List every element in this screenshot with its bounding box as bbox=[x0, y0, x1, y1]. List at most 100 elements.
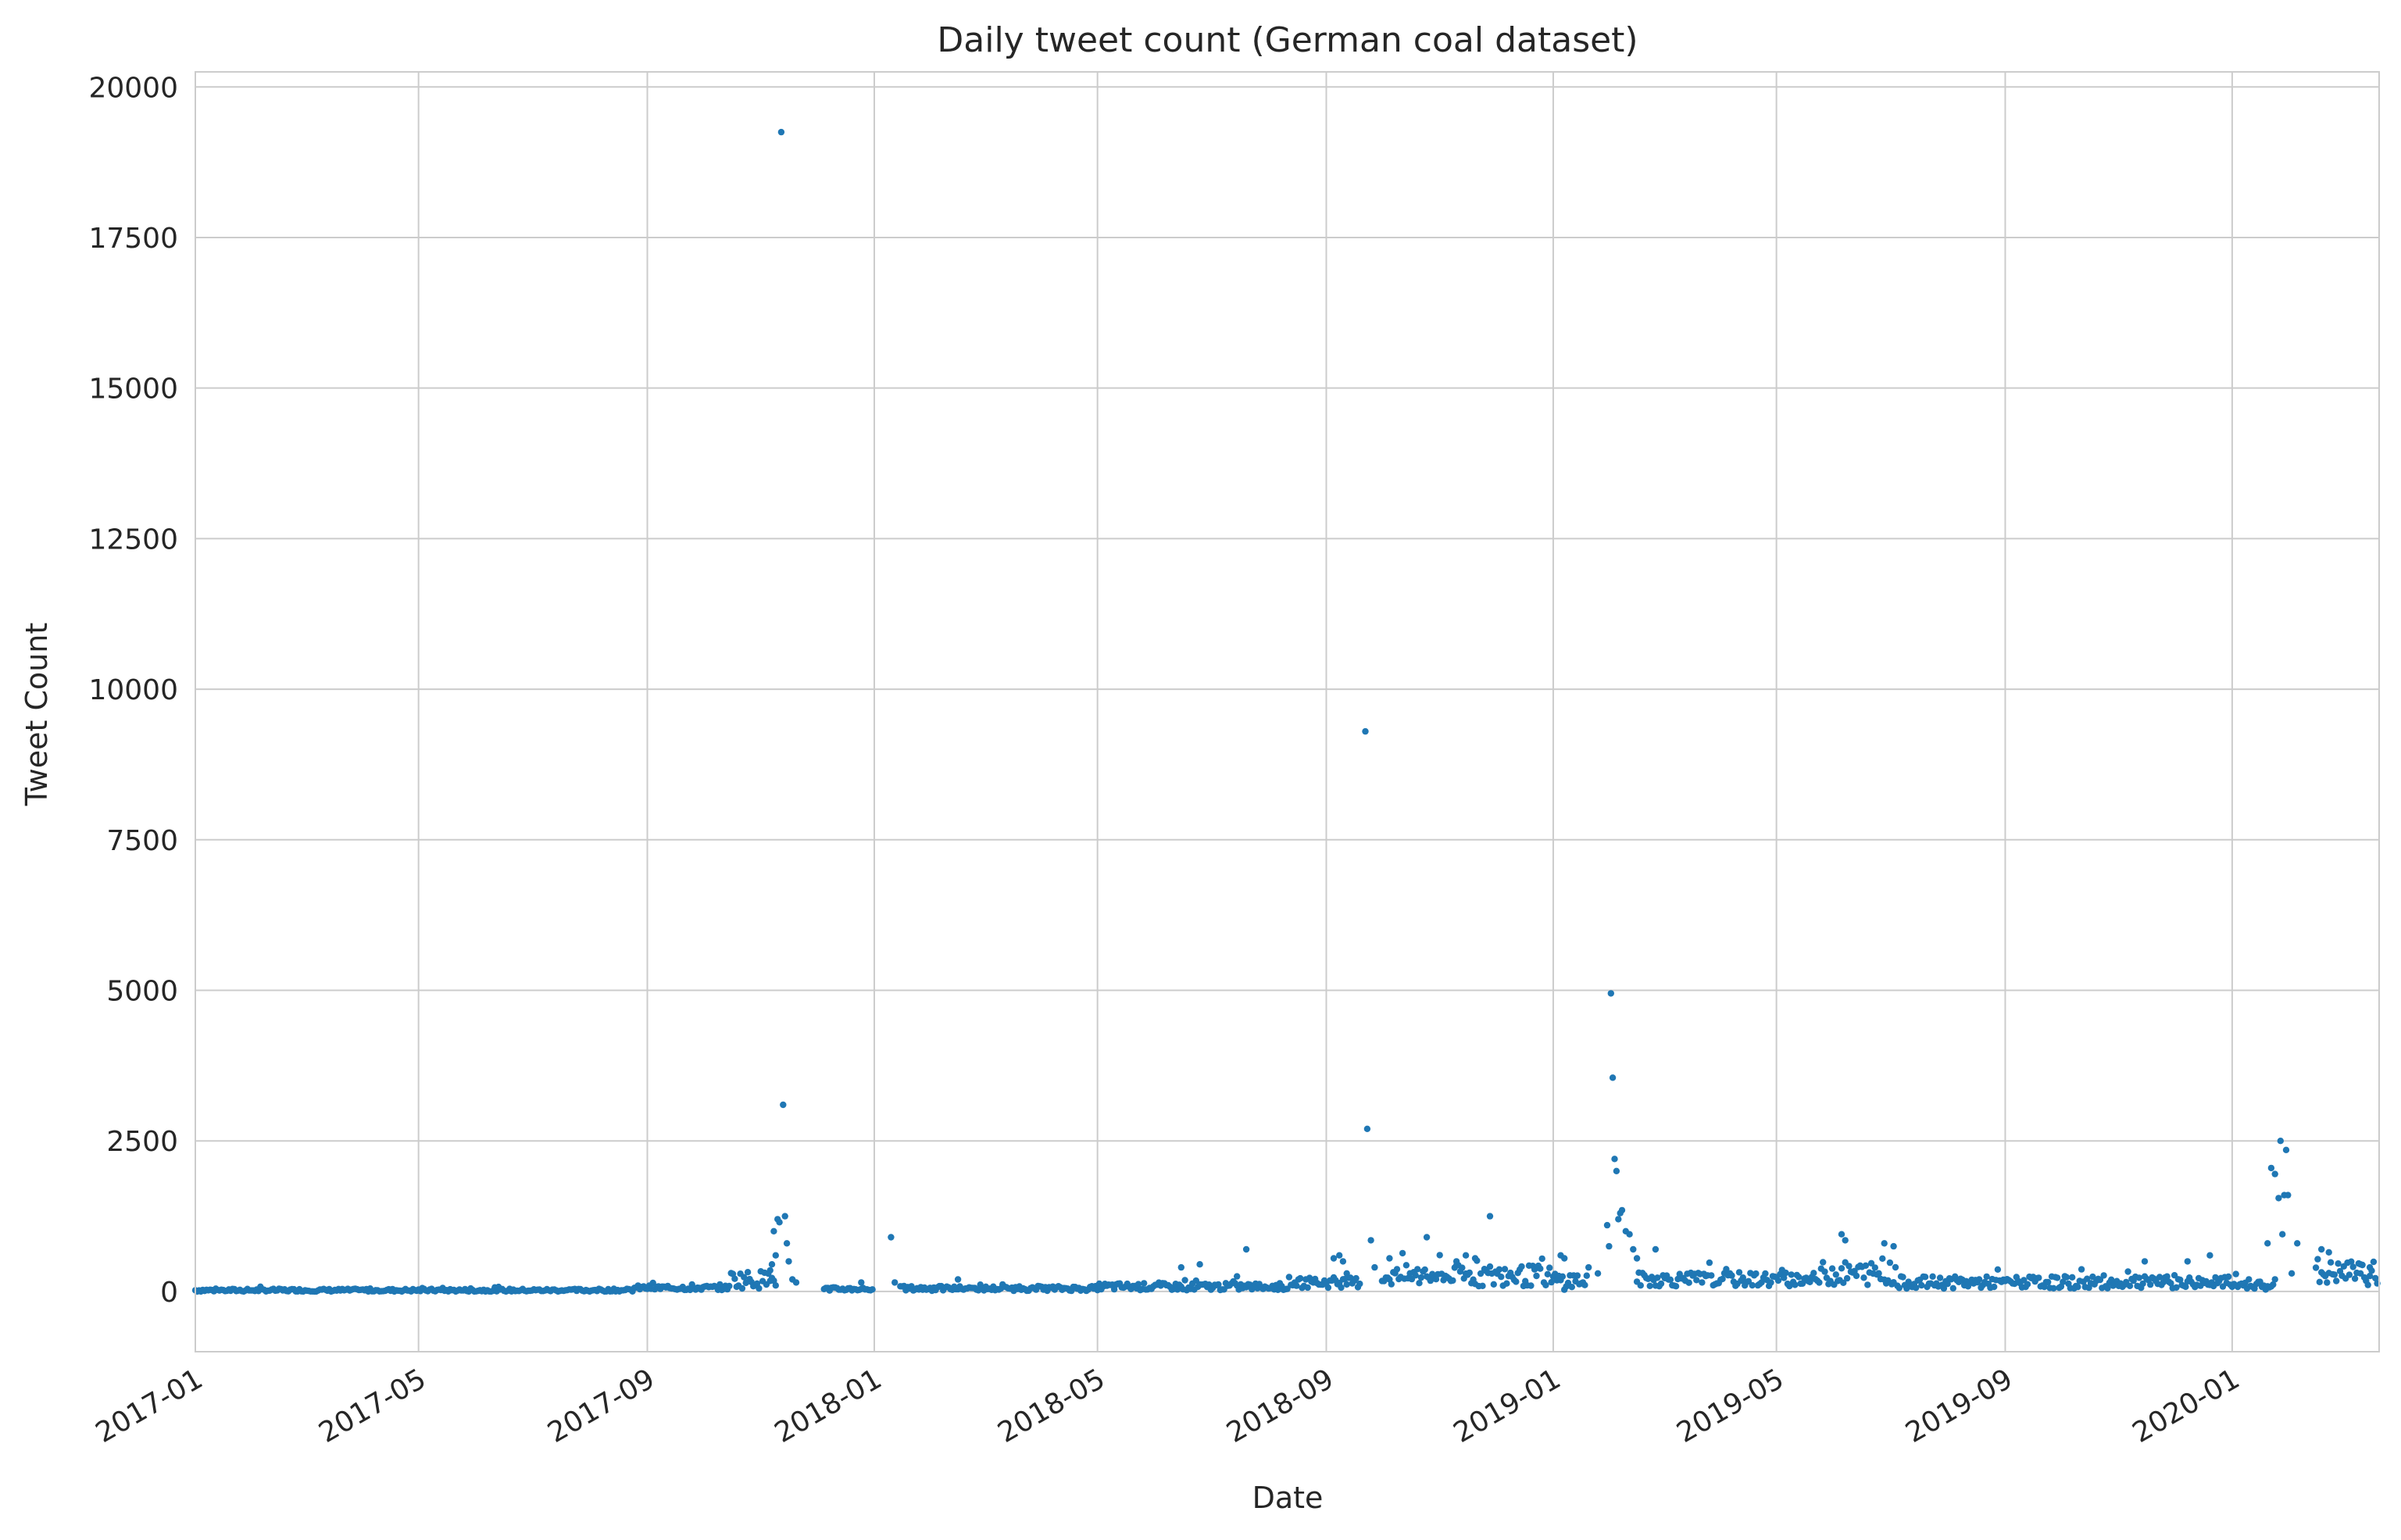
data-point bbox=[2349, 1263, 2356, 1270]
data-point bbox=[1633, 1255, 1641, 1262]
data-point bbox=[2348, 1258, 2355, 1265]
data-point bbox=[1843, 1274, 1851, 1282]
data-point bbox=[1806, 1278, 1813, 1286]
data-point bbox=[1402, 1262, 1410, 1269]
data-point bbox=[1879, 1255, 1886, 1263]
data-point bbox=[954, 1276, 962, 1283]
data-point bbox=[1242, 1245, 1250, 1253]
data-point bbox=[785, 1258, 792, 1265]
data-point bbox=[1338, 1284, 1345, 1292]
data-point bbox=[1297, 1274, 1304, 1282]
data-point bbox=[2053, 1274, 2061, 1281]
y-tick-label: 7500 bbox=[106, 825, 178, 857]
data-point bbox=[1667, 1276, 1674, 1284]
data-point bbox=[2312, 1264, 2320, 1271]
data-point bbox=[1559, 1273, 1567, 1281]
data-point bbox=[1538, 1255, 1545, 1263]
data-point bbox=[2069, 1274, 2076, 1281]
data-point bbox=[1944, 1281, 1951, 1288]
data-point bbox=[1892, 1263, 1899, 1271]
data-point bbox=[1929, 1273, 1936, 1281]
data-point bbox=[2279, 1231, 2286, 1238]
data-point bbox=[772, 1252, 779, 1259]
data-point bbox=[716, 1281, 724, 1288]
data-point bbox=[2206, 1252, 2213, 1259]
data-point bbox=[2035, 1274, 2042, 1281]
data-point bbox=[2232, 1270, 2239, 1277]
data-point bbox=[2264, 1240, 2271, 1247]
data-point bbox=[1336, 1252, 1343, 1259]
y-axis-label: Tweet Count bbox=[20, 623, 54, 807]
data-point bbox=[1991, 1283, 1998, 1291]
data-point bbox=[1672, 1283, 1680, 1290]
data-point bbox=[1994, 1266, 2002, 1274]
data-point bbox=[1452, 1258, 1460, 1265]
data-point bbox=[869, 1286, 876, 1293]
data-point bbox=[2074, 1283, 2081, 1291]
data-point bbox=[1215, 1281, 1222, 1288]
data-point bbox=[1652, 1245, 1660, 1253]
data-point bbox=[1412, 1272, 1420, 1279]
data-point bbox=[888, 1234, 895, 1241]
data-point bbox=[1479, 1282, 1486, 1290]
data-point bbox=[1871, 1264, 1878, 1271]
data-point bbox=[1895, 1285, 1903, 1292]
data-point bbox=[1735, 1269, 1743, 1276]
data-point bbox=[1860, 1274, 1867, 1281]
data-point bbox=[2275, 1195, 2282, 1202]
data-point bbox=[1983, 1273, 1990, 1281]
data-point bbox=[1518, 1263, 1525, 1270]
data-point bbox=[2357, 1270, 2364, 1277]
data-point bbox=[1637, 1282, 1644, 1289]
data-point bbox=[1723, 1266, 1730, 1273]
data-point bbox=[1343, 1270, 1350, 1277]
data-point bbox=[1542, 1281, 1549, 1289]
data-point bbox=[783, 1240, 791, 1247]
data-point bbox=[2084, 1275, 2091, 1282]
data-point bbox=[2331, 1271, 2338, 1278]
data-point bbox=[2135, 1274, 2143, 1281]
data-point bbox=[1708, 1272, 1715, 1279]
data-point bbox=[1423, 1234, 1431, 1241]
data-point bbox=[1795, 1274, 1803, 1281]
data-point bbox=[1699, 1279, 1706, 1286]
data-point bbox=[2366, 1272, 2374, 1280]
data-point bbox=[1459, 1264, 1466, 1271]
data-point bbox=[1432, 1276, 1440, 1283]
data-point bbox=[1828, 1265, 1836, 1272]
data-point bbox=[1881, 1240, 1888, 1247]
data-point bbox=[1615, 1216, 1622, 1223]
data-point bbox=[1753, 1270, 1760, 1277]
data-point bbox=[1477, 1270, 1485, 1277]
data-point bbox=[1293, 1282, 1300, 1289]
data-point bbox=[2147, 1281, 2154, 1288]
data-point bbox=[2173, 1284, 2180, 1292]
data-point bbox=[1324, 1284, 1332, 1292]
data-point bbox=[1501, 1266, 1509, 1273]
data-point bbox=[1561, 1255, 1568, 1262]
data-point bbox=[2182, 1283, 2189, 1291]
data-point bbox=[2177, 1276, 2184, 1284]
data-point bbox=[2096, 1276, 2104, 1284]
data-point bbox=[1609, 1074, 1617, 1081]
data-point bbox=[2316, 1278, 2323, 1286]
data-point bbox=[777, 128, 785, 136]
data-point bbox=[2285, 1192, 2292, 1199]
data-point bbox=[1304, 1284, 1311, 1292]
data-point bbox=[2225, 1273, 2232, 1281]
data-point bbox=[1890, 1242, 1897, 1250]
data-point bbox=[1181, 1277, 1188, 1284]
data-point bbox=[1842, 1237, 1849, 1244]
data-point bbox=[738, 1285, 746, 1292]
y-tick-label: 15000 bbox=[88, 373, 178, 406]
y-tick-label: 5000 bbox=[106, 976, 178, 1008]
data-point bbox=[1471, 1255, 1479, 1262]
data-point bbox=[1832, 1271, 1839, 1278]
data-point bbox=[1449, 1277, 1456, 1285]
data-point bbox=[2346, 1271, 2353, 1278]
data-point bbox=[1654, 1274, 1661, 1281]
data-point bbox=[1936, 1274, 1944, 1281]
data-point bbox=[1611, 1156, 1618, 1163]
data-point bbox=[1810, 1270, 1817, 1277]
data-point bbox=[756, 1285, 763, 1292]
